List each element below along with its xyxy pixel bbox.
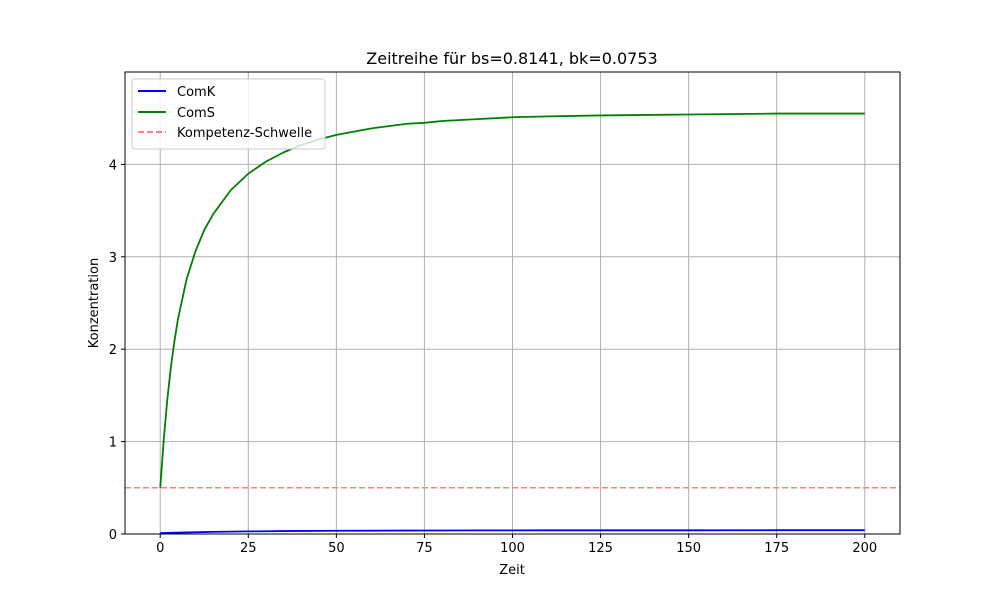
series-line-comk — [160, 529, 865, 534]
y-tick-label: 1 — [109, 436, 117, 451]
x-tick-label: 75 — [416, 541, 433, 556]
y-axis-label: Konzentration — [87, 258, 102, 348]
legend-label-coms: ComS — [177, 106, 215, 121]
chart-title: Zeitreihe für bs=0.8141, bk=0.0753 — [366, 49, 657, 68]
tick-layer: 0 25 50 75 100 125 150 175 200 0 1 2 3 4 — [109, 158, 877, 556]
legend-label-threshold: Kompetenz-Schwelle — [177, 126, 312, 141]
y-tick-label: 3 — [109, 251, 117, 266]
legend-label-comk: ComK — [177, 85, 216, 100]
x-tick-label: 25 — [240, 541, 257, 556]
y-tick-label: 0 — [109, 528, 117, 543]
x-axis-label: Zeit — [499, 563, 525, 578]
x-tick-label: 50 — [328, 541, 345, 556]
x-tick-label: 0 — [156, 541, 164, 556]
legend: ComK ComS Kompetenz-Schwelle — [131, 78, 326, 150]
y-tick-label: 4 — [109, 158, 117, 173]
x-tick-label: 175 — [764, 541, 789, 556]
y-tick-label: 2 — [109, 343, 117, 358]
x-tick-label: 200 — [852, 541, 877, 556]
x-tick-label: 100 — [500, 541, 525, 556]
x-tick-label: 125 — [588, 541, 613, 556]
x-tick-label: 150 — [676, 541, 701, 556]
legend-box — [131, 78, 326, 150]
